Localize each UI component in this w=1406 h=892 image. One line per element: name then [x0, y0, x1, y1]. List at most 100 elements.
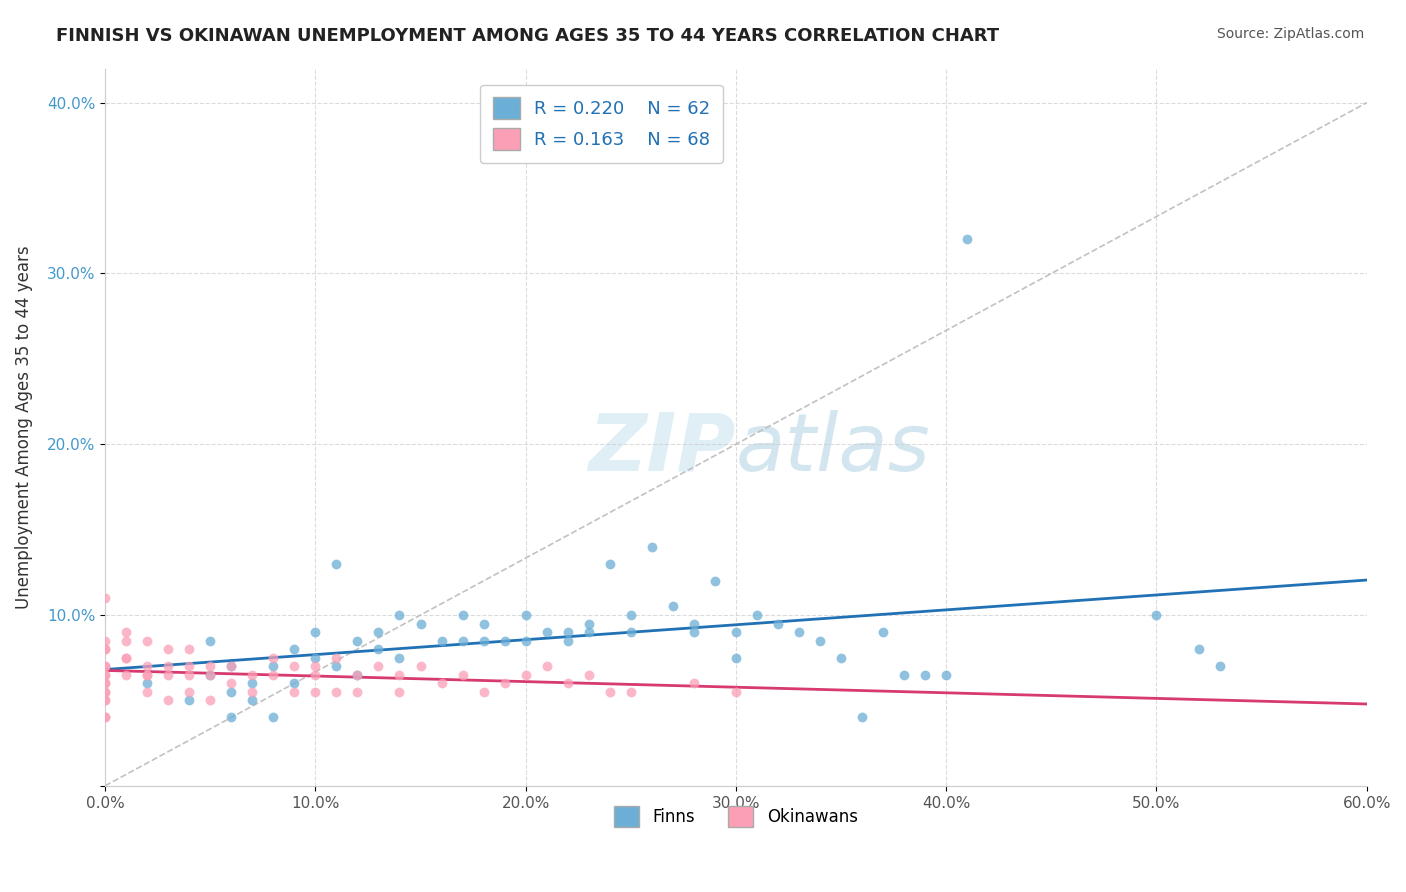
Point: [956, 232, 979, 246]
Point: [409, 616, 432, 631]
Point: [94, 642, 117, 657]
Point: [557, 676, 579, 690]
Point: [136, 633, 159, 648]
Point: [745, 607, 768, 622]
Legend: Finns, Okinawans: Finns, Okinawans: [606, 797, 866, 835]
Point: [346, 685, 368, 699]
Point: [662, 599, 685, 614]
Y-axis label: Unemployment Among Ages 35 to 44 years: Unemployment Among Ages 35 to 44 years: [15, 245, 32, 609]
Point: [94, 685, 117, 699]
Text: Source: ZipAtlas.com: Source: ZipAtlas.com: [1216, 27, 1364, 41]
Point: [219, 659, 242, 673]
Point: [703, 574, 725, 588]
Point: [157, 693, 180, 707]
Point: [578, 616, 600, 631]
Point: [304, 650, 326, 665]
Point: [200, 659, 222, 673]
Point: [136, 667, 159, 681]
Point: [472, 685, 495, 699]
Point: [179, 659, 201, 673]
Point: [557, 625, 579, 640]
Point: [157, 667, 180, 681]
Point: [157, 642, 180, 657]
Point: [451, 633, 474, 648]
Point: [240, 667, 263, 681]
Point: [724, 650, 747, 665]
Point: [872, 625, 894, 640]
Point: [94, 667, 117, 681]
Point: [136, 685, 159, 699]
Point: [599, 685, 621, 699]
Point: [451, 667, 474, 681]
Point: [683, 676, 706, 690]
Point: [115, 633, 138, 648]
Point: [179, 685, 201, 699]
Point: [914, 667, 936, 681]
Point: [935, 667, 957, 681]
Point: [1208, 659, 1230, 673]
Point: [367, 659, 389, 673]
Point: [830, 650, 852, 665]
Point: [304, 685, 326, 699]
Point: [578, 667, 600, 681]
Point: [536, 625, 558, 640]
Point: [136, 676, 159, 690]
Point: [325, 685, 347, 699]
Point: [893, 667, 915, 681]
Point: [262, 710, 284, 724]
Point: [787, 625, 810, 640]
Point: [367, 625, 389, 640]
Point: [325, 659, 347, 673]
Point: [94, 685, 117, 699]
Point: [200, 667, 222, 681]
Point: [94, 693, 117, 707]
Point: [557, 633, 579, 648]
Point: [94, 659, 117, 673]
Point: [262, 650, 284, 665]
Text: ZIP: ZIP: [589, 409, 735, 488]
Point: [388, 650, 411, 665]
Point: [578, 625, 600, 640]
Point: [472, 616, 495, 631]
Point: [1187, 642, 1209, 657]
Point: [409, 659, 432, 673]
Point: [724, 625, 747, 640]
Point: [451, 607, 474, 622]
Point: [200, 667, 222, 681]
Point: [1146, 607, 1168, 622]
Point: [136, 667, 159, 681]
Point: [683, 625, 706, 640]
Point: [179, 667, 201, 681]
Point: [724, 685, 747, 699]
Point: [766, 616, 789, 631]
Point: [115, 650, 138, 665]
Point: [262, 667, 284, 681]
Point: [515, 667, 537, 681]
Point: [94, 710, 117, 724]
Point: [219, 676, 242, 690]
Point: [346, 667, 368, 681]
Point: [200, 633, 222, 648]
Point: [200, 693, 222, 707]
Point: [179, 693, 201, 707]
Point: [94, 710, 117, 724]
Point: [283, 642, 305, 657]
Point: [494, 633, 516, 648]
Point: [515, 607, 537, 622]
Point: [94, 676, 117, 690]
Point: [94, 667, 117, 681]
Point: [115, 650, 138, 665]
Point: [304, 667, 326, 681]
Point: [219, 710, 242, 724]
Point: [94, 676, 117, 690]
Point: [304, 625, 326, 640]
Text: atlas: atlas: [735, 409, 931, 488]
Point: [94, 633, 117, 648]
Text: FINNISH VS OKINAWAN UNEMPLOYMENT AMONG AGES 35 TO 44 YEARS CORRELATION CHART: FINNISH VS OKINAWAN UNEMPLOYMENT AMONG A…: [56, 27, 1000, 45]
Point: [179, 642, 201, 657]
Point: [219, 659, 242, 673]
Point: [515, 633, 537, 648]
Point: [620, 607, 643, 622]
Point: [94, 591, 117, 605]
Point: [536, 659, 558, 673]
